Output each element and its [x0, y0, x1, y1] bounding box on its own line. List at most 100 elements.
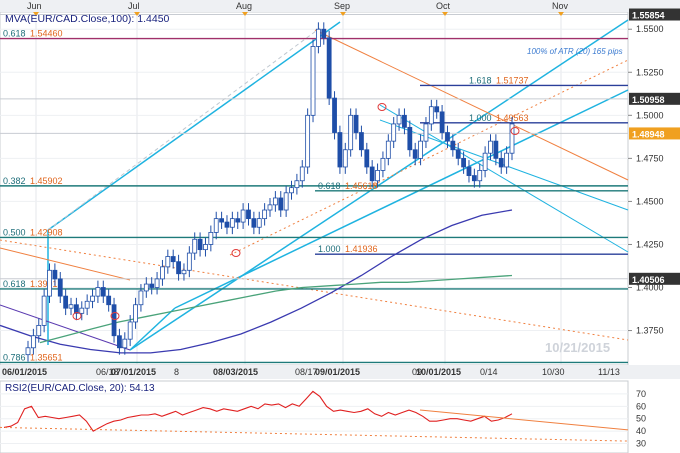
level-price: 1.45618: [345, 181, 378, 191]
level-price: 1.42908: [30, 227, 63, 237]
y-tick-label: 1.4000: [636, 283, 664, 293]
candle-body: [160, 266, 165, 280]
circle-marker: [110, 312, 120, 320]
level-ratio: 0.618: [3, 29, 26, 39]
moving-average-line: [39, 274, 513, 344]
candle-body: [25, 347, 31, 356]
candle-body: [455, 149, 461, 159]
date-tick-label: 11/13: [598, 367, 620, 377]
date-tick-label: 09/01/2015: [315, 367, 360, 377]
level-ratio: 0.618: [318, 181, 341, 191]
candle-body: [380, 157, 386, 171]
candle-body: [181, 269, 187, 275]
candle-body: [52, 269, 58, 280]
candle-body: [84, 300, 90, 309]
candle-body: [111, 304, 117, 337]
descending-trendline: [314, 29, 629, 181]
candle-body: [385, 140, 391, 159]
dotted-lower: [0, 239, 629, 341]
pitchfork-shadow: [47, 27, 321, 231]
candle-body: [203, 244, 208, 251]
candle-body: [375, 170, 380, 182]
circle-marker: [510, 127, 520, 135]
y-tick-label: 1.5250: [636, 67, 664, 77]
pitchfork-upper: [47, 21, 341, 231]
candle-body: [90, 295, 95, 302]
candle-body: [278, 197, 284, 211]
pitchfork-lower: [174, 89, 629, 309]
month-label: Sep: [334, 1, 350, 11]
candle-body: [353, 114, 359, 133]
date-tick-label: 0/14: [480, 367, 498, 377]
candle-body: [229, 218, 235, 228]
date-stamp: 10/21/2015: [545, 340, 610, 355]
circle-markers: [72, 103, 520, 320]
month-marker: [442, 12, 448, 16]
candle-body: [47, 269, 52, 297]
candle-body: [57, 278, 63, 297]
candle-body: [133, 304, 138, 323]
candle-body: [359, 132, 364, 151]
candle-body: [267, 204, 273, 211]
early-trendline: [0, 247, 131, 281]
candle-body: [100, 287, 106, 297]
circle-marker: [377, 103, 387, 111]
price-badge: [629, 92, 680, 105]
level-price: 1.35651: [30, 352, 63, 362]
dotted-channel: [229, 59, 629, 256]
rsi-tick-label: 30: [636, 439, 646, 449]
candle-body: [246, 209, 251, 220]
candle-body: [348, 114, 354, 151]
level-ratio: 0.382: [3, 176, 26, 186]
inner-channel-2: [379, 119, 629, 211]
level-price: 1.39915: [30, 279, 63, 289]
chart-title: MVA(EUR/CAD.Close,100): 1.4450: [5, 13, 170, 25]
candle-body: [68, 304, 74, 309]
price-badge: [629, 272, 680, 285]
rsi-tick-label: 60: [636, 401, 646, 411]
candle-body: [445, 132, 450, 142]
y-tick-label: 1.4750: [636, 153, 664, 163]
candle-body: [192, 238, 198, 254]
candle-body: [305, 114, 311, 168]
candle-body: [321, 28, 327, 39]
candle-body: [30, 335, 36, 349]
candle-body: [294, 180, 300, 189]
candle-body: [407, 126, 413, 151]
candle-body: [197, 238, 203, 251]
level-price: 1.41936: [345, 244, 378, 254]
level-ratio: 0.786: [3, 352, 26, 362]
month-label: Nov: [552, 1, 569, 11]
month-label: Jul: [128, 1, 140, 11]
candle-body: [283, 192, 289, 211]
candle-body: [498, 157, 504, 168]
circle-marker: [231, 249, 241, 257]
candlesticks: [25, 22, 515, 362]
rsi-panel-bg: [0, 380, 629, 453]
candle-body: [396, 114, 402, 125]
rsi-tick-label: 70: [636, 389, 646, 399]
candle-body: [493, 140, 499, 159]
date-strip: [0, 365, 680, 379]
price-badge: [629, 127, 680, 140]
candle-body: [471, 175, 477, 182]
candle-body: [412, 149, 418, 159]
candle-body: [79, 307, 85, 314]
candle-body: [272, 197, 278, 206]
moving-averages: [0, 209, 513, 354]
date-tick-label: 08/03/2015: [213, 367, 258, 377]
level-price: 1.51737: [496, 75, 529, 85]
candle-body: [332, 97, 337, 133]
rsi-trendline-2: [419, 409, 629, 431]
candle-body: [509, 123, 515, 154]
date-tick-label: 10/01/2015: [416, 367, 461, 377]
rsi-tick-label: 50: [636, 414, 646, 424]
date-tick-label: 06/18: [96, 367, 119, 377]
candle-body: [477, 170, 483, 182]
month-marker: [33, 12, 39, 16]
circle-marker: [72, 312, 82, 320]
candle-body: [504, 152, 510, 168]
candle-body: [127, 321, 133, 340]
level-ratio: 0.618: [3, 279, 26, 289]
